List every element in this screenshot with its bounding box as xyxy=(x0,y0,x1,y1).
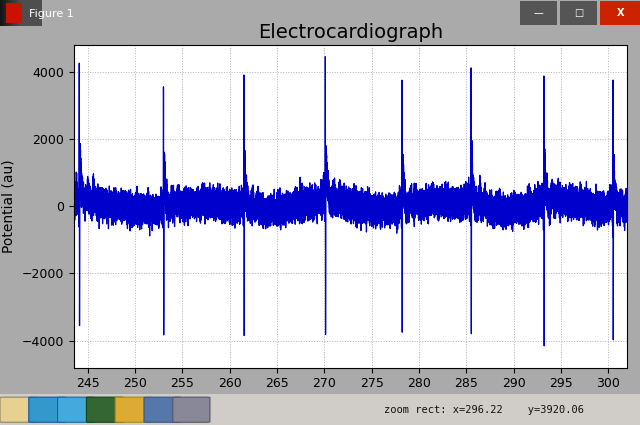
Bar xyxy=(0,0,21,26)
Bar xyxy=(8,0,30,26)
FancyBboxPatch shape xyxy=(86,397,124,422)
Bar xyxy=(10,0,31,26)
Bar xyxy=(14,0,36,26)
Bar xyxy=(4,0,26,26)
Bar xyxy=(1,0,22,26)
Bar xyxy=(560,1,597,25)
Bar xyxy=(7,0,28,26)
Text: □: □ xyxy=(574,8,583,18)
Bar xyxy=(3,0,24,26)
Bar xyxy=(6,3,22,23)
Bar xyxy=(18,0,39,26)
Bar xyxy=(19,0,40,26)
Bar xyxy=(8,0,29,26)
Y-axis label: Potential (au): Potential (au) xyxy=(2,159,16,253)
FancyBboxPatch shape xyxy=(115,397,152,422)
Bar xyxy=(17,0,38,26)
FancyBboxPatch shape xyxy=(58,397,95,422)
Bar xyxy=(11,0,32,26)
Bar xyxy=(6,0,28,26)
X-axis label: Time (seconds): Time (seconds) xyxy=(298,396,403,410)
FancyBboxPatch shape xyxy=(29,397,66,422)
Bar xyxy=(15,0,37,26)
Bar xyxy=(19,0,40,26)
Bar xyxy=(2,0,24,26)
Text: Figure 1: Figure 1 xyxy=(29,8,74,19)
Bar xyxy=(13,0,34,26)
Title: Electrocardiograph: Electrocardiograph xyxy=(258,23,443,42)
Bar xyxy=(12,0,33,26)
Bar xyxy=(6,0,27,26)
Bar xyxy=(1,0,23,26)
Bar xyxy=(12,0,33,26)
Bar xyxy=(13,0,35,26)
Bar xyxy=(9,0,31,26)
Bar xyxy=(600,1,640,25)
Bar xyxy=(20,0,41,26)
Bar xyxy=(520,1,557,25)
Text: —: — xyxy=(533,8,543,18)
Bar xyxy=(17,0,38,26)
FancyBboxPatch shape xyxy=(173,397,210,422)
Text: zoom rect: x=296.22    y=3920.06: zoom rect: x=296.22 y=3920.06 xyxy=(384,405,584,415)
FancyBboxPatch shape xyxy=(0,397,37,422)
Text: X: X xyxy=(616,8,624,18)
Bar xyxy=(15,0,36,26)
FancyBboxPatch shape xyxy=(144,397,181,422)
Bar xyxy=(5,0,26,26)
Bar xyxy=(20,0,42,26)
Bar xyxy=(4,0,25,26)
